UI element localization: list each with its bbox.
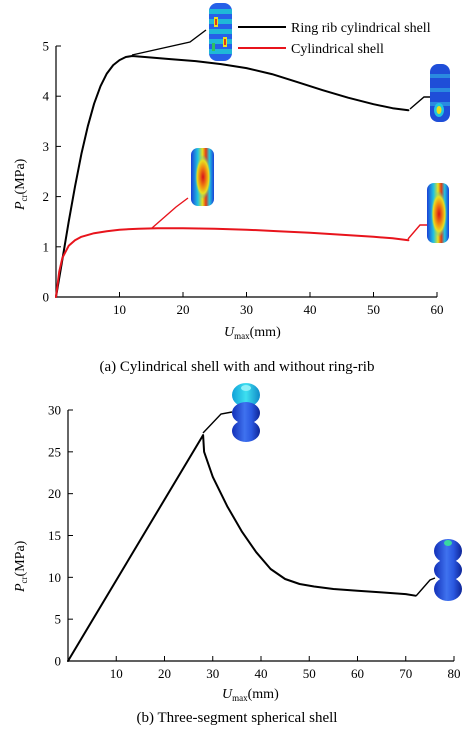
chart-a-x-tick-label: 30 — [240, 302, 253, 317]
chart-b-axes — [67, 410, 454, 662]
chart-a-caption: (a) Cylindrical shell with and without r… — [100, 359, 375, 375]
ring-rib-shell-deformed-icon — [430, 64, 450, 122]
chart-b-y-axis-title: Pcr(MPa) — [13, 540, 29, 593]
chart-a-axes — [55, 46, 437, 298]
chart-b-leader-end — [415, 577, 436, 597]
chart-b-series — [67, 434, 417, 662]
spherical-shell-deformed-icon — [434, 539, 462, 601]
cylindrical-shell-buckled-icon — [191, 148, 214, 206]
chart-a-series — [55, 55, 410, 298]
legend-label-cylindrical: Cylindrical shell — [291, 42, 384, 57]
chart-a-y-tick-label: 1 — [43, 239, 50, 254]
chart-b-ticks: 0 5 10 15 20 25 30 10 20 30 40 50 60 70 80 — [48, 403, 461, 682]
chart-b-x-tick-label: 50 — [303, 666, 316, 681]
chart-a-x-tick-label: 50 — [367, 302, 380, 317]
legend-label-ring-rib: Ring rib cylindrical shell — [291, 21, 431, 36]
chart-a-y-tick-label: 0 — [43, 290, 50, 305]
chart-a-x-tick-label: 20 — [177, 302, 190, 317]
chart-b-y-tick-label: 5 — [55, 612, 62, 627]
chart-a-x-axis-title: Umax(mm) — [224, 325, 281, 341]
chart-a-y-tick-label: 4 — [43, 89, 50, 104]
chart-a-legend: Ring rib cylindrical shell Cylindrical s… — [238, 21, 431, 57]
chart-b-y-tick-label: 25 — [48, 444, 61, 459]
chart-a-x-tick-label: 60 — [431, 302, 444, 317]
chart-a-ticks: 0 1 2 3 4 5 10 20 30 40 50 60 — [43, 39, 444, 318]
chart-b-y-tick-label: 20 — [48, 486, 61, 501]
chart-b-x-axis-title: Umax(mm) — [222, 687, 279, 703]
chart-b-y-tick-label: 15 — [48, 528, 61, 543]
chart-b-x-tick-label: 80 — [448, 666, 461, 681]
cylindrical-shell-deformed-icon — [427, 183, 449, 243]
chart-b-caption: (b) Three-segment spherical shell — [137, 710, 338, 726]
chart-b-y-tick-label: 30 — [48, 403, 61, 418]
chart-a-y-tick-label: 3 — [43, 139, 50, 154]
chart-a-x-tick-label: 40 — [304, 302, 317, 317]
chart-b-x-tick-label: 20 — [158, 666, 171, 681]
chart-b-leader-peak — [202, 411, 233, 434]
chart-a-leader-ring-peak — [131, 29, 207, 56]
chart-b-x-tick-label: 30 — [206, 666, 219, 681]
chart-a-series-line-1 — [55, 227, 410, 298]
chart-b: 0 5 10 15 20 25 30 10 20 30 40 50 60 70 80 Pcr(MPa) Um… — [13, 383, 462, 726]
chart-b-x-tick-label: 70 — [399, 666, 412, 681]
chart-b-x-tick-label: 60 — [351, 666, 364, 681]
chart-a-y-axis-title: Pcr(MPa) — [13, 158, 29, 211]
chart-b-x-tick-label: 10 — [110, 666, 123, 681]
chart-b-series-line-0 — [67, 434, 417, 662]
chart-a-y-tick-label: 2 — [43, 189, 50, 204]
chart-b-x-tick-label: 40 — [255, 666, 268, 681]
ring-rib-shell-buckled-icon — [209, 3, 232, 61]
chart-a-leader-cyl-mid — [151, 197, 189, 229]
chart-a-leader-ring-end — [409, 96, 430, 110]
chart-a-y-tick-label: 5 — [43, 39, 50, 54]
chart-a: 0 1 2 3 4 5 10 20 30 40 50 60 Pcr(MPa) Umax(mm) Rin… — [13, 3, 450, 375]
chart-a-leader-cyl-end — [407, 224, 427, 240]
chart-a-series-line-0 — [55, 55, 410, 298]
chart-b-y-tick-label: 0 — [55, 654, 62, 669]
chart-a-x-tick-label: 10 — [113, 302, 126, 317]
spherical-shell-buckled-icon — [232, 383, 260, 442]
chart-b-y-tick-label: 10 — [48, 570, 61, 585]
